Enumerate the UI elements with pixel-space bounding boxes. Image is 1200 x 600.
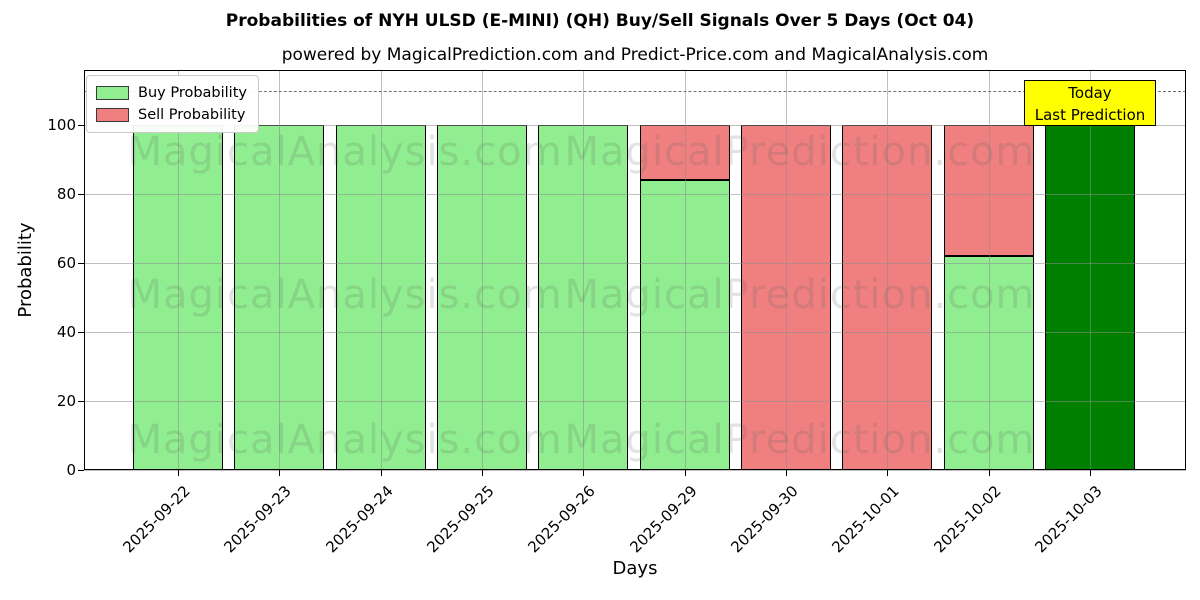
y-tick-label: 60 xyxy=(56,254,76,273)
x-tick-label: 2025-09-22 xyxy=(119,482,194,557)
h-gridline xyxy=(84,125,1186,127)
x-axis-label: Days xyxy=(612,558,658,579)
watermark-text: MagicalPrediction.com xyxy=(564,272,1036,318)
x-tick-mark xyxy=(178,470,179,476)
v-gridline xyxy=(785,70,787,470)
v-gridline xyxy=(279,70,281,470)
h-gridline xyxy=(84,470,1186,471)
watermark-text: MagicalPrediction.com xyxy=(564,129,1036,175)
watermark-text: MagicalAnalysis.com xyxy=(127,129,563,175)
y-tick-label: 20 xyxy=(56,392,76,411)
legend-swatch xyxy=(96,86,129,100)
watermark-text: MagicalPrediction.com xyxy=(564,417,1036,463)
watermark-text: MagicalAnalysis.com xyxy=(127,417,563,463)
h-gridline xyxy=(84,332,1186,334)
watermark-text: MagicalAnalysis.com xyxy=(127,272,563,318)
chart-title: Probabilities of NYH ULSD (E-MINI) (QH) … xyxy=(225,11,975,31)
h-gridline xyxy=(84,194,1186,196)
annotation-line-2: Last Prediction xyxy=(1034,106,1146,124)
x-tick-mark xyxy=(1089,470,1091,476)
x-tick-mark xyxy=(988,470,990,476)
legend: Buy Probability Sell Probability xyxy=(86,75,259,133)
v-gridline xyxy=(583,70,585,470)
threshold-dashed-line xyxy=(84,90,1186,92)
chart-subtitle: powered by MagicalPrediction.com and Pre… xyxy=(281,45,989,65)
legend-row: Buy Probability xyxy=(96,82,247,104)
v-gridline xyxy=(380,70,382,470)
y-tick-label: 80 xyxy=(56,185,76,204)
y-tick-label: 40 xyxy=(56,323,76,342)
y-tick-mark xyxy=(78,263,84,265)
x-tick-mark xyxy=(380,470,382,476)
x-tick-mark xyxy=(785,470,787,476)
x-tick-mark xyxy=(279,470,281,476)
legend-swatch xyxy=(96,108,129,122)
v-gridline xyxy=(481,70,483,470)
y-tick-mark xyxy=(78,470,84,471)
y-tick-label: 0 xyxy=(66,461,76,479)
v-gridline xyxy=(684,70,686,470)
h-gridline xyxy=(84,263,1186,265)
x-tick-mark xyxy=(583,470,585,476)
x-tick-mark xyxy=(481,470,483,476)
y-tick-mark xyxy=(78,332,84,334)
y-tick-mark xyxy=(78,125,84,127)
legend-label: Sell Probability xyxy=(138,107,246,123)
y-tick-mark xyxy=(78,401,84,403)
y-tick-mark xyxy=(78,194,84,196)
legend-label: Buy Probability xyxy=(138,85,247,101)
y-tick-label: 100 xyxy=(47,116,76,135)
plot-area: MagicalAnalysis.com MagicalPrediction.com… xyxy=(84,70,1186,471)
today-annotation: Today Last Prediction xyxy=(1024,80,1156,126)
v-gridline xyxy=(887,70,889,470)
x-tick-mark xyxy=(684,470,686,476)
v-gridline xyxy=(988,70,990,470)
annotation-line-1: Today xyxy=(1068,84,1112,102)
v-gridline xyxy=(1089,70,1091,470)
v-gridline xyxy=(178,70,179,470)
legend-row: Sell Probability xyxy=(96,104,247,126)
h-gridline xyxy=(84,401,1186,403)
x-tick-mark xyxy=(887,470,889,476)
